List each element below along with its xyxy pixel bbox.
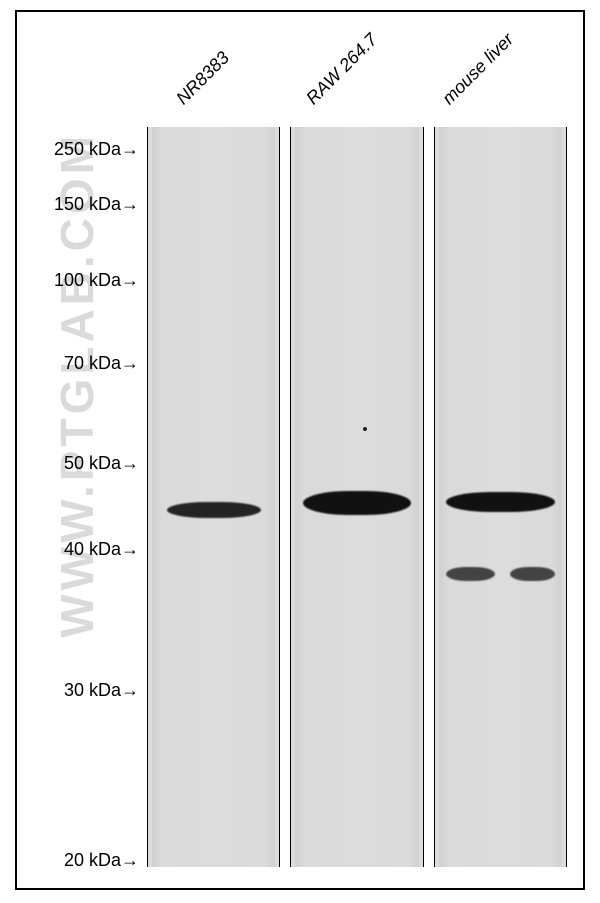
lane-label: RAW 264.7	[302, 29, 382, 109]
lane-inner	[152, 127, 275, 867]
lane-inner	[295, 127, 418, 867]
lane	[147, 127, 280, 867]
lane-label: mouse liver	[438, 29, 518, 109]
lane-label: NR8383	[172, 47, 234, 109]
blot-container: WWW.PTGLAB.COM NR8383RAW 264.7mouse live…	[15, 10, 585, 890]
marker-label: 150 kDa→	[54, 194, 139, 215]
band	[510, 567, 554, 581]
lane-inner	[439, 127, 562, 867]
band	[303, 491, 412, 515]
lane	[434, 127, 567, 867]
band	[446, 492, 555, 512]
marker-label: 70 kDa→	[64, 353, 139, 374]
lanes-region	[147, 127, 567, 867]
marker-label: 40 kDa→	[64, 539, 139, 560]
marker-label: 20 kDa→	[64, 850, 139, 871]
speck	[363, 427, 367, 431]
band	[446, 567, 495, 581]
marker-label: 30 kDa→	[64, 680, 139, 701]
marker-label: 50 kDa→	[64, 453, 139, 474]
lane	[290, 127, 423, 867]
marker-label: 250 kDa→	[54, 139, 139, 160]
band	[167, 502, 261, 518]
marker-label: 100 kDa→	[54, 270, 139, 291]
